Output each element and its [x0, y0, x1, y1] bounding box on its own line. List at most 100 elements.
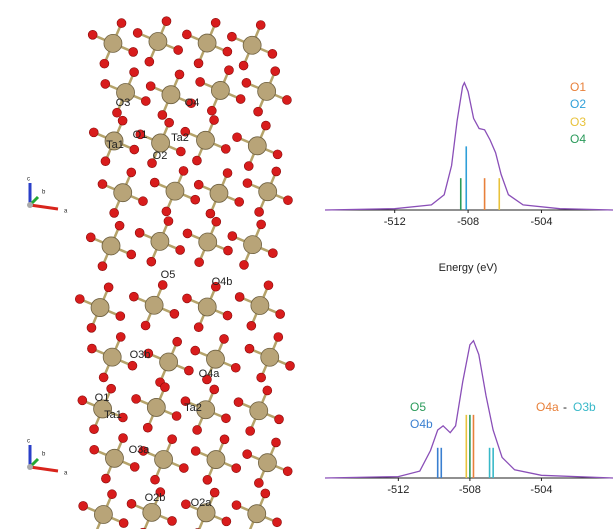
tantalum-atom — [258, 82, 276, 100]
oxygen-atom — [116, 332, 125, 341]
oxygen-atom — [231, 363, 240, 372]
oxygen-atom — [212, 217, 221, 226]
oxygen-atom — [179, 166, 188, 175]
oxygen-atom — [135, 228, 144, 237]
oxygen-atom — [255, 207, 264, 216]
atom-label: O1 — [95, 392, 110, 404]
tantalum-atom — [160, 353, 178, 371]
oxygen-atom — [240, 260, 249, 269]
atom-label: Ta2 — [171, 132, 189, 144]
oxygen-atom — [173, 337, 182, 346]
oxygen-atom — [75, 294, 84, 303]
oxygen-atom — [86, 233, 95, 242]
oxygen-atom — [101, 157, 110, 166]
oxygen-atom — [87, 323, 96, 332]
oxygen-atom — [162, 17, 171, 26]
tantalum-atom — [198, 34, 216, 52]
oxygen-atom — [110, 208, 119, 217]
atom-label: O2 — [153, 150, 168, 162]
oxygen-atom — [158, 110, 167, 119]
oxygen-atom — [191, 195, 200, 204]
oxygen-atom — [210, 116, 219, 125]
tantalum-atom — [104, 34, 122, 52]
oxygen-atom — [129, 47, 138, 56]
oxygen-atom — [245, 344, 254, 353]
x-tick-label: -512 — [384, 216, 406, 228]
oxygen-atom — [164, 217, 173, 226]
oxygen-atom — [268, 249, 277, 258]
oxygen-atom — [119, 519, 128, 528]
oxygen-atom — [179, 464, 188, 473]
oxygen-atom — [141, 97, 150, 106]
tantalum-atom — [149, 32, 167, 50]
atom-label: O4 — [185, 97, 200, 109]
oxygen-atom — [101, 79, 110, 88]
oxygen-atom — [264, 281, 273, 290]
tantalum-atom — [199, 233, 217, 251]
x-tick-label: -508 — [459, 484, 481, 496]
oxygen-atom — [130, 68, 139, 77]
oxygen-atom — [168, 435, 177, 444]
tantalum-atom — [210, 184, 228, 202]
axis-arrow — [30, 467, 58, 471]
oxygen-atom — [130, 462, 139, 471]
oxygen-atom — [223, 246, 232, 255]
legend-joiner: - — [563, 400, 567, 414]
oxygen-atom — [224, 66, 233, 75]
oxygen-atom — [115, 221, 124, 230]
oxygen-atom — [236, 95, 245, 104]
tantalum-atom — [105, 449, 123, 467]
tantalum-atom — [250, 402, 268, 420]
axis-label: b — [42, 190, 46, 196]
tantalum-atom — [145, 296, 163, 314]
axis-label: a — [64, 209, 68, 215]
oxygen-atom — [133, 28, 142, 37]
oxygen-atom — [128, 361, 137, 370]
oxygen-atom — [176, 245, 185, 254]
oxygen-atom — [243, 450, 252, 459]
legend-entry: O4b — [410, 417, 433, 431]
oxygen-atom — [129, 292, 138, 301]
oxygen-atom — [90, 425, 99, 434]
tantalum-atom — [206, 350, 224, 368]
oxygen-atom — [147, 257, 156, 266]
oxygen-atom — [145, 57, 154, 66]
figure: O3O4O1Ta1Ta2O2O5O4bO3bO4aO1Ta1Ta2O3aO2bO… — [0, 0, 613, 529]
oxygen-atom — [223, 47, 232, 56]
atom-label: O1 — [133, 129, 148, 141]
atom-label: O2a — [191, 497, 213, 509]
oxygen-atom — [273, 518, 282, 527]
oxygen-atom — [257, 220, 266, 229]
tantalum-atom — [251, 297, 269, 315]
tantalum-atom — [151, 232, 169, 250]
atom-label: Ta1 — [104, 409, 122, 421]
tantalum-atom — [207, 451, 225, 469]
oxygen-atom — [182, 294, 191, 303]
oxygen-atom — [98, 262, 107, 271]
tantalum-atom — [259, 183, 277, 201]
tantalum-atom — [198, 298, 216, 316]
oxygen-atom — [272, 167, 281, 176]
atom-label: O3a — [129, 444, 151, 456]
oxygen-atom — [193, 425, 202, 434]
oxygen-atom — [138, 197, 147, 206]
oxygen-atom — [184, 366, 193, 375]
legend-entry: O4 — [570, 132, 586, 146]
x-tick-label: -504 — [530, 216, 552, 228]
atom-label: O4b — [212, 276, 233, 288]
oxygen-atom — [98, 180, 107, 189]
oxygen-atom — [234, 398, 243, 407]
oxygen-atom — [273, 150, 282, 159]
oxygen-atom — [191, 346, 200, 355]
oxygen-atom — [117, 19, 126, 28]
atom-label: O5 — [161, 269, 176, 281]
oxygen-atom — [235, 292, 244, 301]
oxygen-atom — [78, 396, 87, 405]
tantalum-atom — [147, 398, 165, 416]
tantalum-atom — [114, 184, 132, 202]
tantalum-atom — [166, 182, 184, 200]
atom-label: O2b — [145, 492, 166, 504]
oxygen-atom — [151, 475, 160, 484]
oxygen-atom — [172, 412, 181, 421]
spectrum-curve — [325, 341, 613, 478]
